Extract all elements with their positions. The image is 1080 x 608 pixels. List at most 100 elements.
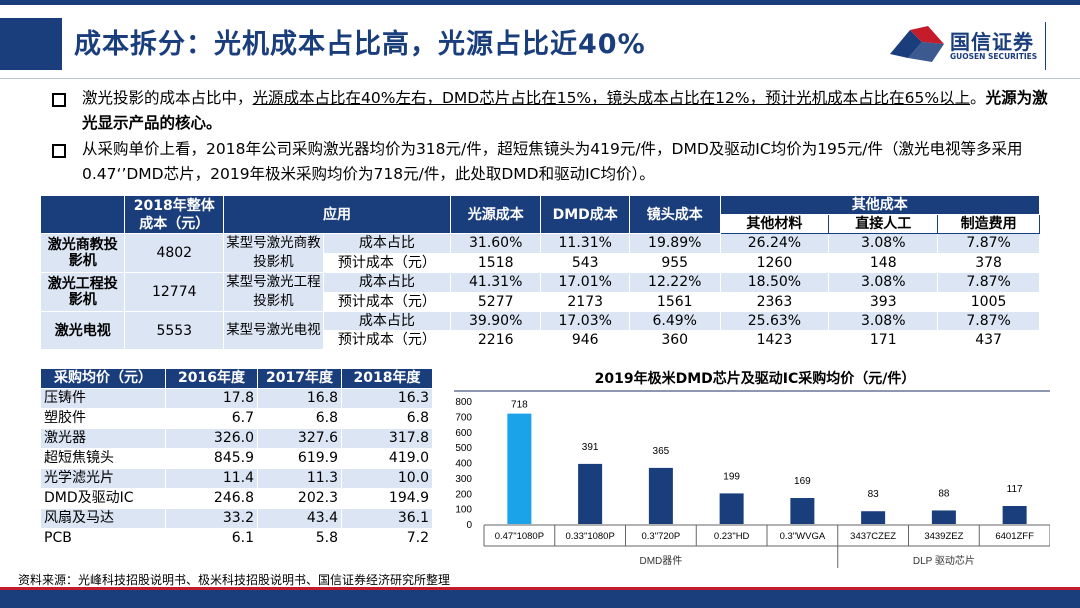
cell-value: 11.31% — [540, 233, 630, 254]
cost-breakdown-table: 2018年整体成本（元） 应用 光源成本 DMD成本 镜头成本 其他成本 其他材… — [39, 195, 1040, 350]
cell-value: 437 — [937, 330, 1040, 350]
bullet-2-text: 从采购单价上看，2018年公司采购激光器均价为318元/件，超短焦镜头为419元… — [82, 140, 1023, 183]
x-tick-label: 0.3"720P — [641, 531, 680, 542]
chart-bar — [719, 493, 744, 524]
bullet-item: 从采购单价上看，2018年公司采购激光器均价为318元/件，超短焦镜头为419元… — [50, 137, 1050, 187]
table-row: 光学滤光片 11.4 11.3 10.0 — [40, 468, 433, 489]
price-value: 5.8 — [257, 528, 342, 549]
bullet-item: 激光投影的成本占比中，光源成本占比在40%左右，DMD芯片占比在15%，镜头成本… — [50, 86, 1050, 136]
cell-value: 3.08% — [828, 311, 939, 331]
company-logo: 国信证券 GUOSEN SECURITIES — [888, 22, 1048, 70]
square-bullet-icon — [52, 93, 66, 107]
price-value: 317.8 — [341, 428, 433, 449]
table-row: PCB 6.1 5.8 7.2 — [40, 528, 433, 549]
price-item-label: 光学滤光片 — [40, 468, 166, 489]
row-metric: 预计成本（元） — [322, 252, 451, 273]
price-item-label: DMD及驱动IC — [40, 488, 166, 509]
row-application: 某型号激光工程投影机 — [223, 272, 324, 312]
bullet-1-underline: 光源成本占比在40%左右，DMD芯片占比在15%，镜头成本占比在12%，预计光机… — [252, 89, 971, 107]
purchase-price-table: 采购均价（元） 2016年度 2017年度 2018年度 压铸件 17.8 16.8… — [40, 368, 433, 549]
price-value: 43.4 — [257, 508, 342, 529]
price-header-2016: 2016年度 — [165, 368, 258, 389]
row-metric: 预计成本（元） — [322, 330, 451, 350]
x-tick-label: 3439ZEZ — [924, 531, 963, 542]
cell-value: 7.87% — [937, 272, 1040, 293]
cell-value: 17.01% — [540, 272, 630, 293]
row-metric: 成本占比 — [322, 272, 451, 293]
price-value: 327.6 — [257, 428, 342, 449]
row-category: 激光电视 — [39, 311, 126, 350]
price-item-label: 风扇及马达 — [40, 508, 166, 529]
table-row: 预计成本（元） 1518 543 955 1260 148 378 — [41, 252, 1040, 273]
table-row: 激光电视 5553 某型号激光电视 成本占比 39.90% 17.03% 6.4… — [39, 311, 1040, 350]
row-metric: 成本占比 — [322, 233, 451, 254]
cell-value: 26.24% — [719, 233, 830, 254]
bar-value-label: 391 — [582, 442, 599, 453]
row-metric: 预计成本（元） — [322, 291, 451, 312]
chart-bar — [931, 510, 956, 524]
y-tick-label: 100 — [455, 505, 472, 516]
cell-value: 5277 — [449, 291, 542, 312]
y-tick-label: 800 — [455, 397, 472, 408]
page-title: 成本拆分：光机成本占比高，光源占比近40% — [74, 29, 646, 60]
row-total: 12774 — [124, 272, 225, 312]
logo-divider — [1045, 22, 1046, 70]
cell-value: 25.63% — [719, 311, 830, 331]
logo-chinese-name: 国信证券 — [950, 30, 1034, 54]
price-value: 419.0 — [341, 448, 433, 469]
price-value: 6.8 — [341, 408, 433, 429]
cell-value: 1260 — [719, 252, 830, 273]
cell-value: 18.50% — [719, 272, 830, 293]
price-value: 10.0 — [341, 468, 433, 489]
y-tick-label: 300 — [455, 474, 472, 485]
chart-bar — [507, 413, 532, 524]
table-row: 超短焦镜头 845.9 619.9 419.0 — [40, 448, 433, 469]
cell-value: 378 — [937, 252, 1040, 273]
x-tick-label: 0.3"WVGA — [780, 531, 826, 542]
source-note: 资料来源：光峰科技招股说明书、极米科技招股说明书、国信证券经济研究所整理 — [18, 573, 451, 587]
cell-value: 1561 — [628, 291, 721, 312]
cell-value: 360 — [628, 330, 721, 350]
cell-value: 946 — [540, 330, 630, 350]
price-item-label: 塑胶件 — [40, 408, 166, 429]
chart-bar — [861, 511, 886, 524]
guosen-logo-icon — [890, 26, 944, 62]
price-value: 16.8 — [257, 388, 342, 409]
bar-value-label: 365 — [653, 446, 670, 457]
price-item-label: 超短焦镜头 — [40, 448, 166, 469]
chart-bar — [790, 498, 815, 524]
price-value: 17.8 — [165, 388, 258, 409]
table-row: DMD及驱动IC 246.8 202.3 194.9 — [40, 488, 433, 509]
header-other-materials: 其他材料 — [719, 214, 830, 234]
bullet-1-bold: 光源为激光显示产品的核心。 — [82, 89, 1048, 132]
x-tick-label: 3437CZEZ — [850, 531, 896, 542]
row-application: 某型号激光电视 — [223, 311, 324, 350]
price-value: 326.0 — [165, 428, 258, 449]
table-row: 预计成本（元） 2216 946 360 1423 171 437 — [41, 330, 1040, 350]
cell-value: 3.08% — [828, 272, 939, 293]
cell-value: 3.08% — [828, 233, 939, 254]
header-light-cost: 光源成本 — [449, 195, 542, 234]
header-manufacturing: 制造费用 — [937, 214, 1040, 234]
cell-value: 148 — [828, 252, 939, 273]
price-value: 7.2 — [341, 528, 433, 549]
price-value: 845.9 — [165, 448, 258, 469]
price-value: 11.3 — [257, 468, 342, 489]
row-category: 激光工程投影机 — [39, 272, 126, 312]
table-row: 预计成本（元） 5277 2173 1561 2363 393 1005 — [41, 291, 1040, 312]
x-tick-label: 0.23"HD — [714, 531, 750, 542]
x-tick-label: 0.33"1080P — [565, 531, 614, 542]
cell-value: 6.49% — [628, 311, 721, 331]
cell-value: 41.31% — [449, 272, 542, 293]
row-total: 5553 — [124, 311, 225, 350]
header-other-cost: 其他成本 — [719, 195, 1040, 215]
chart-title: 2019年极米DMD芯片及驱动IC采购均价（元/件） — [594, 371, 916, 387]
cell-value: 1518 — [449, 252, 542, 273]
row-category: 激光商教投影机 — [39, 233, 126, 273]
cell-value: 955 — [628, 252, 721, 273]
price-value: 246.8 — [165, 488, 258, 509]
cell-value: 39.90% — [449, 311, 542, 331]
cell-value: 7.87% — [937, 233, 1040, 254]
chart-plot: 0 100 200 300 400 500 600 700 800 718 0.47"1080P 39… — [455, 397, 1050, 568]
table-row: 激光器 326.0 327.6 317.8 — [40, 428, 433, 449]
